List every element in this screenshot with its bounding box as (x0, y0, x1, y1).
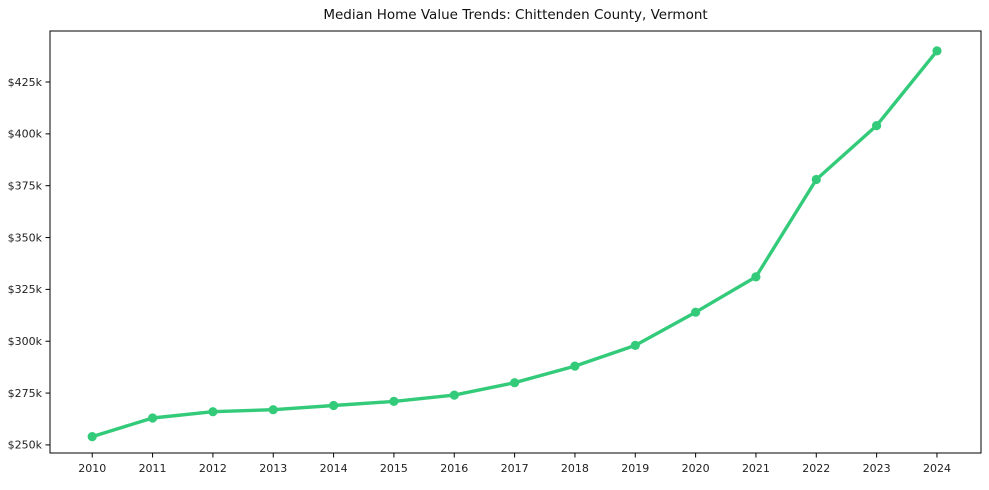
x-axis-tick-label: 2010 (78, 462, 106, 475)
x-axis-tick-label: 2020 (682, 462, 710, 475)
data-point-marker (208, 407, 218, 417)
x-axis-tick-label: 2022 (802, 462, 830, 475)
data-point-marker (509, 378, 520, 388)
y-axis-tick-label: $275k (8, 387, 43, 400)
y-axis-tick-label: $425k (8, 76, 43, 89)
data-point-marker (570, 361, 580, 371)
x-axis-tick-label: 2023 (863, 462, 891, 475)
x-axis-tick-label: 2019 (621, 462, 649, 475)
x-axis-tick-label: 2015 (380, 462, 408, 475)
data-point-marker (268, 405, 278, 415)
y-axis-tick-label: $375k (8, 179, 43, 192)
x-axis-tick-label: 2024 (923, 462, 951, 475)
data-point-marker (449, 390, 459, 400)
chart-title: Median Home Value Trends: Chittenden Cou… (323, 7, 708, 23)
x-axis-tick-label: 2021 (742, 462, 770, 475)
x-axis-tick-label: 2017 (501, 462, 529, 475)
data-point-marker (148, 413, 158, 423)
data-point-marker (87, 432, 97, 442)
data-point-marker (872, 121, 882, 131)
x-axis-tick-label: 2014 (320, 462, 348, 475)
y-axis-tick-label: $250k (8, 439, 43, 452)
x-axis-tick-label: 2016 (440, 462, 468, 475)
data-point-marker (811, 174, 821, 185)
data-point-marker (630, 340, 640, 350)
data-point-marker (389, 396, 399, 406)
plot-border (49, 30, 982, 454)
data-point-marker (329, 400, 339, 411)
data-point-marker (932, 46, 942, 56)
x-axis-tick-label: 2012 (199, 462, 227, 475)
x-axis-tick-label: 2011 (139, 462, 167, 475)
y-axis-tick-label: $350k (8, 231, 43, 244)
y-axis-tick-label: $400k (8, 128, 43, 141)
x-axis-tick-label: 2013 (259, 462, 287, 475)
y-axis-tick-label: $300k (8, 335, 43, 348)
x-axis-tick-label: 2018 (561, 462, 589, 475)
data-point-marker (751, 272, 761, 282)
y-axis-tick-label: $325k (8, 283, 43, 296)
data-point-marker (691, 307, 701, 317)
